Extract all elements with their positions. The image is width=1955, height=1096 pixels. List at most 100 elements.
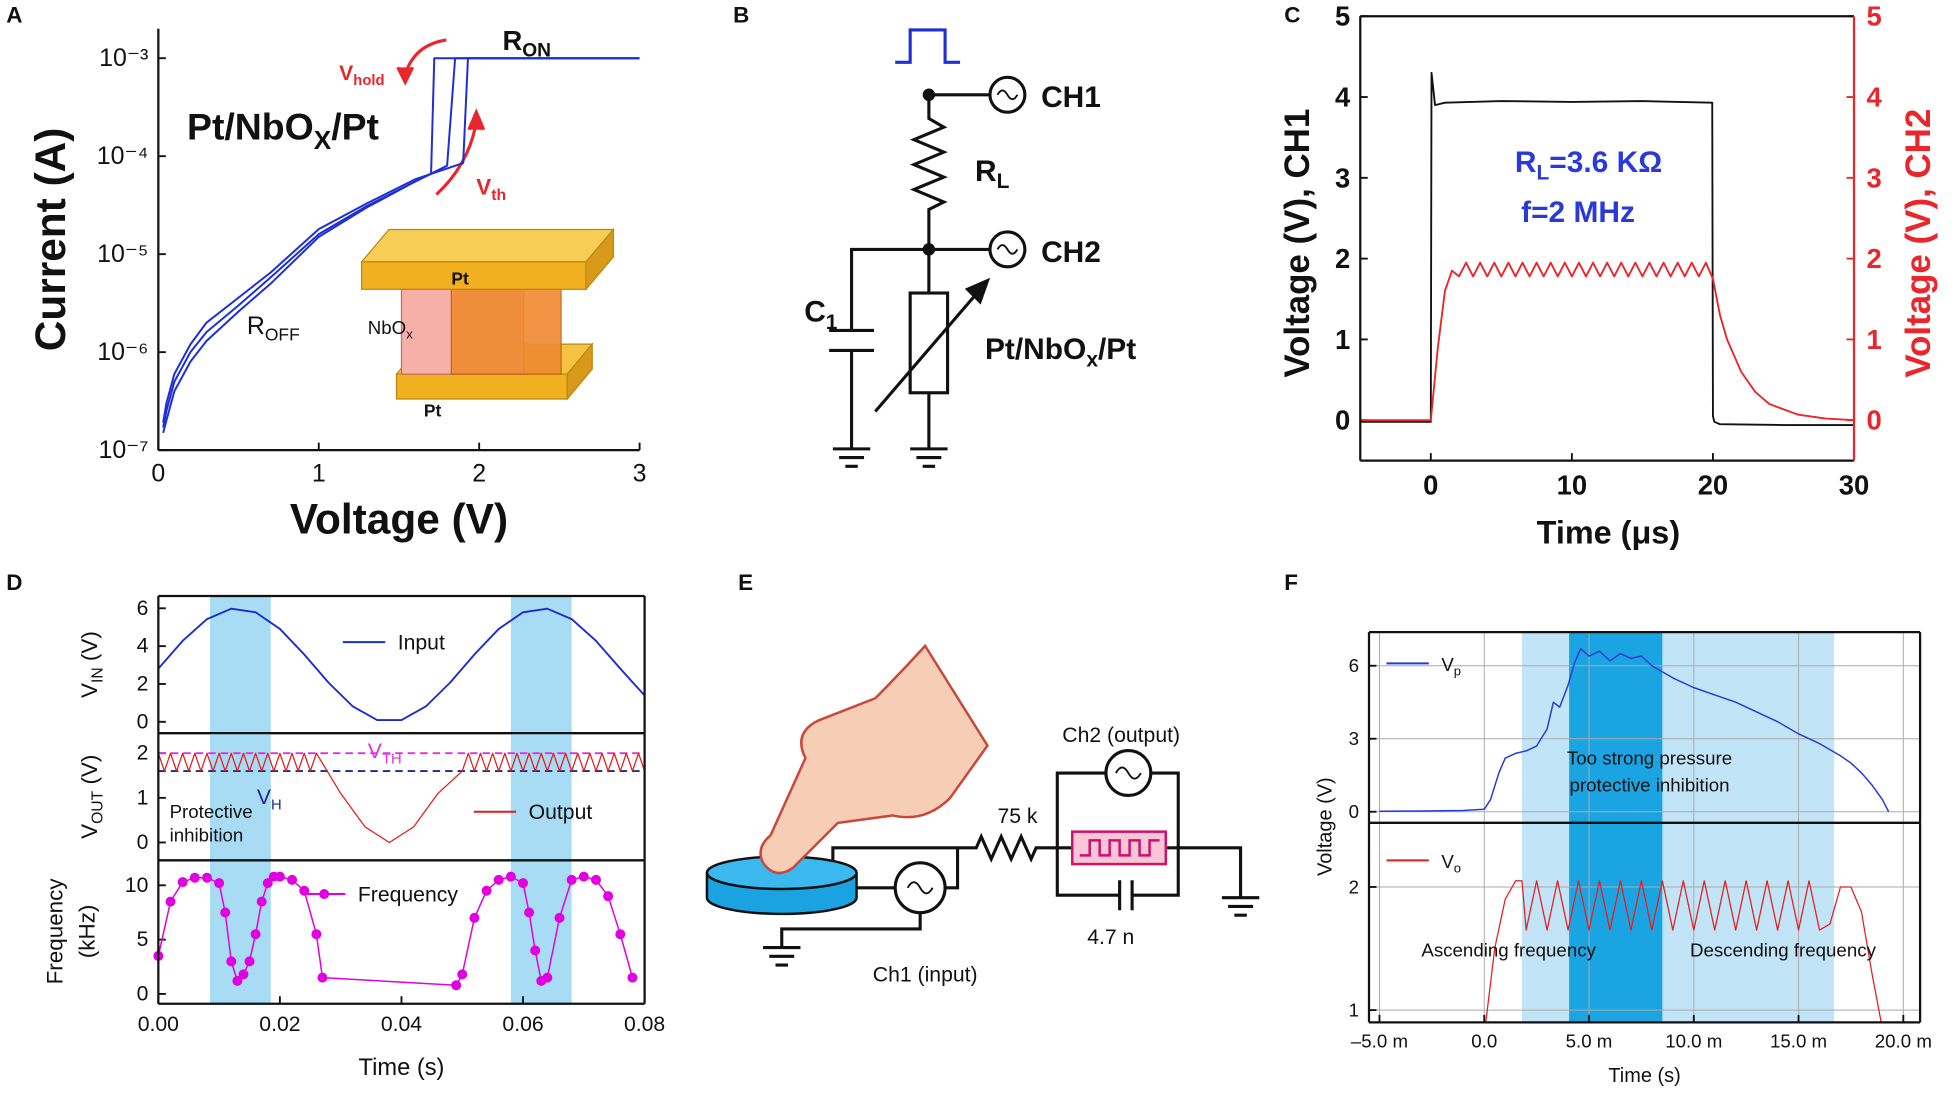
reference-label: VTH [368,740,402,767]
y-tick-label: 1 [1349,1000,1359,1021]
y-tick-label: 6 [1349,655,1359,676]
circuit-e [763,749,1260,967]
y-tick-label: 2 [137,672,149,695]
series-line [162,57,640,428]
annotation-main: R [247,312,265,340]
annotation: RL=3.6 KΩ [1515,146,1662,184]
annotation-main: V [476,175,491,200]
annotation-main: NbO [368,317,406,338]
legend-label: Vo [1441,851,1461,876]
marker [493,874,504,885]
y-axis-label-sub: OUT [90,790,107,824]
x-tick-label: 0.00 [138,1013,179,1036]
circuit-b [829,28,1027,468]
marker [603,891,614,902]
annotation-rest: /Pt [331,106,379,148]
annotation-sub: ON [522,41,551,62]
x-tick-label: 0.06 [502,1013,543,1036]
x-axis-label: Time (μs) [1537,515,1681,551]
y-tick-label: 3 [1335,162,1350,193]
marker [566,874,577,885]
marker [287,874,298,885]
y-axis-label-sub: IN [90,667,107,683]
annotation-sub: X [314,125,332,155]
legend-marker [319,889,330,899]
annotation-sub: OFF [265,324,300,344]
legend-label-main: V [1441,654,1454,675]
shaded-region [1569,822,1663,1023]
circuit-label: CH1 [1041,81,1101,114]
y-tick-label: 3 [1349,728,1359,749]
x-tick-label: 5.0 m [1566,1030,1613,1051]
y-tick-label: 0 [137,982,149,1005]
series-line [162,57,640,423]
circuit-label-rest: /Pt [1098,333,1136,366]
y-axis-label: VIN (V) [77,631,106,698]
marker [244,956,255,967]
x-tick-label: 0.0 [1471,1030,1497,1051]
marker [627,972,638,983]
reference-label-sub: TH [382,751,402,767]
y-tick-label: 10⁻⁷ [98,436,148,464]
annotation-main: R [1515,146,1537,179]
circuit-label: 75 k [997,805,1037,828]
panel-label: E [738,570,753,595]
legend-label: Output [529,801,593,824]
circuit-label-main: Pt/NbO [985,333,1086,366]
sensor-disc [705,855,858,916]
reference-label-main: V [257,786,272,809]
annotation-main: V [339,62,353,85]
circuit-label: C1 [804,296,838,334]
y-tick-label: 4 [1335,82,1351,113]
x-tick-label: 20.0 m [1875,1030,1932,1051]
marker [201,872,212,883]
y-axis-label-rest: (V) [77,631,102,667]
y-axis-label: Frequency [42,878,67,985]
y-tick-label: 10⁻⁶ [97,338,148,366]
annotation: f=2 MHz [1521,196,1635,229]
circuit-label: RL [975,155,1010,193]
legend-label-sub: p [1454,663,1461,678]
x-tick-label: 1 [312,459,326,487]
annotation: ROFF [247,312,300,344]
legend-label: Frequency [358,883,459,906]
x-tick-label: 10.0 m [1665,1030,1722,1051]
marker [250,929,261,940]
y2-tick-label: 0 [1866,405,1881,436]
marker [232,975,243,986]
device-e [1071,830,1168,866]
hand [759,643,989,875]
y-axis-label: Voltage (V) [1315,777,1337,876]
marker [518,878,529,889]
marker [177,877,188,888]
x-tick-label: 30 [1839,469,1869,500]
y-axis-label: (kHz) [75,905,100,959]
annotation: inhibition [170,825,244,846]
marker [615,929,626,940]
annotation: NbOx [368,317,413,342]
marker [524,907,535,918]
marker [578,871,589,882]
x-tick-label: 20 [1698,469,1728,500]
annotation: Vth [476,175,506,204]
y2-axis-label: Voltage (V), CH2 [1899,109,1938,378]
panel-label: F [1284,570,1298,595]
panel-label: A [6,2,22,27]
circuit-label: Ch2 (output) [1062,724,1180,747]
annotation-main: R [502,25,522,56]
x-tick-label: 0 [1423,469,1438,500]
marker [457,969,468,980]
annotation: Pt [451,268,469,288]
circuit-label: 4.7 n [1087,926,1134,949]
legend-label: Vp [1441,654,1461,679]
shaded-region [210,596,271,734]
x-tick-label: 15.0 m [1770,1030,1827,1051]
y-tick-label: 4 [137,635,149,658]
series-line [1360,261,1855,422]
x-axis-label: Time (s) [359,1055,445,1081]
y2-tick-label: 5 [1866,1,1881,32]
y-axis-label-main: V [77,683,102,698]
y-tick-label: 0 [1335,405,1350,436]
y-tick-label: 6 [137,597,149,620]
shaded-region [510,733,572,861]
